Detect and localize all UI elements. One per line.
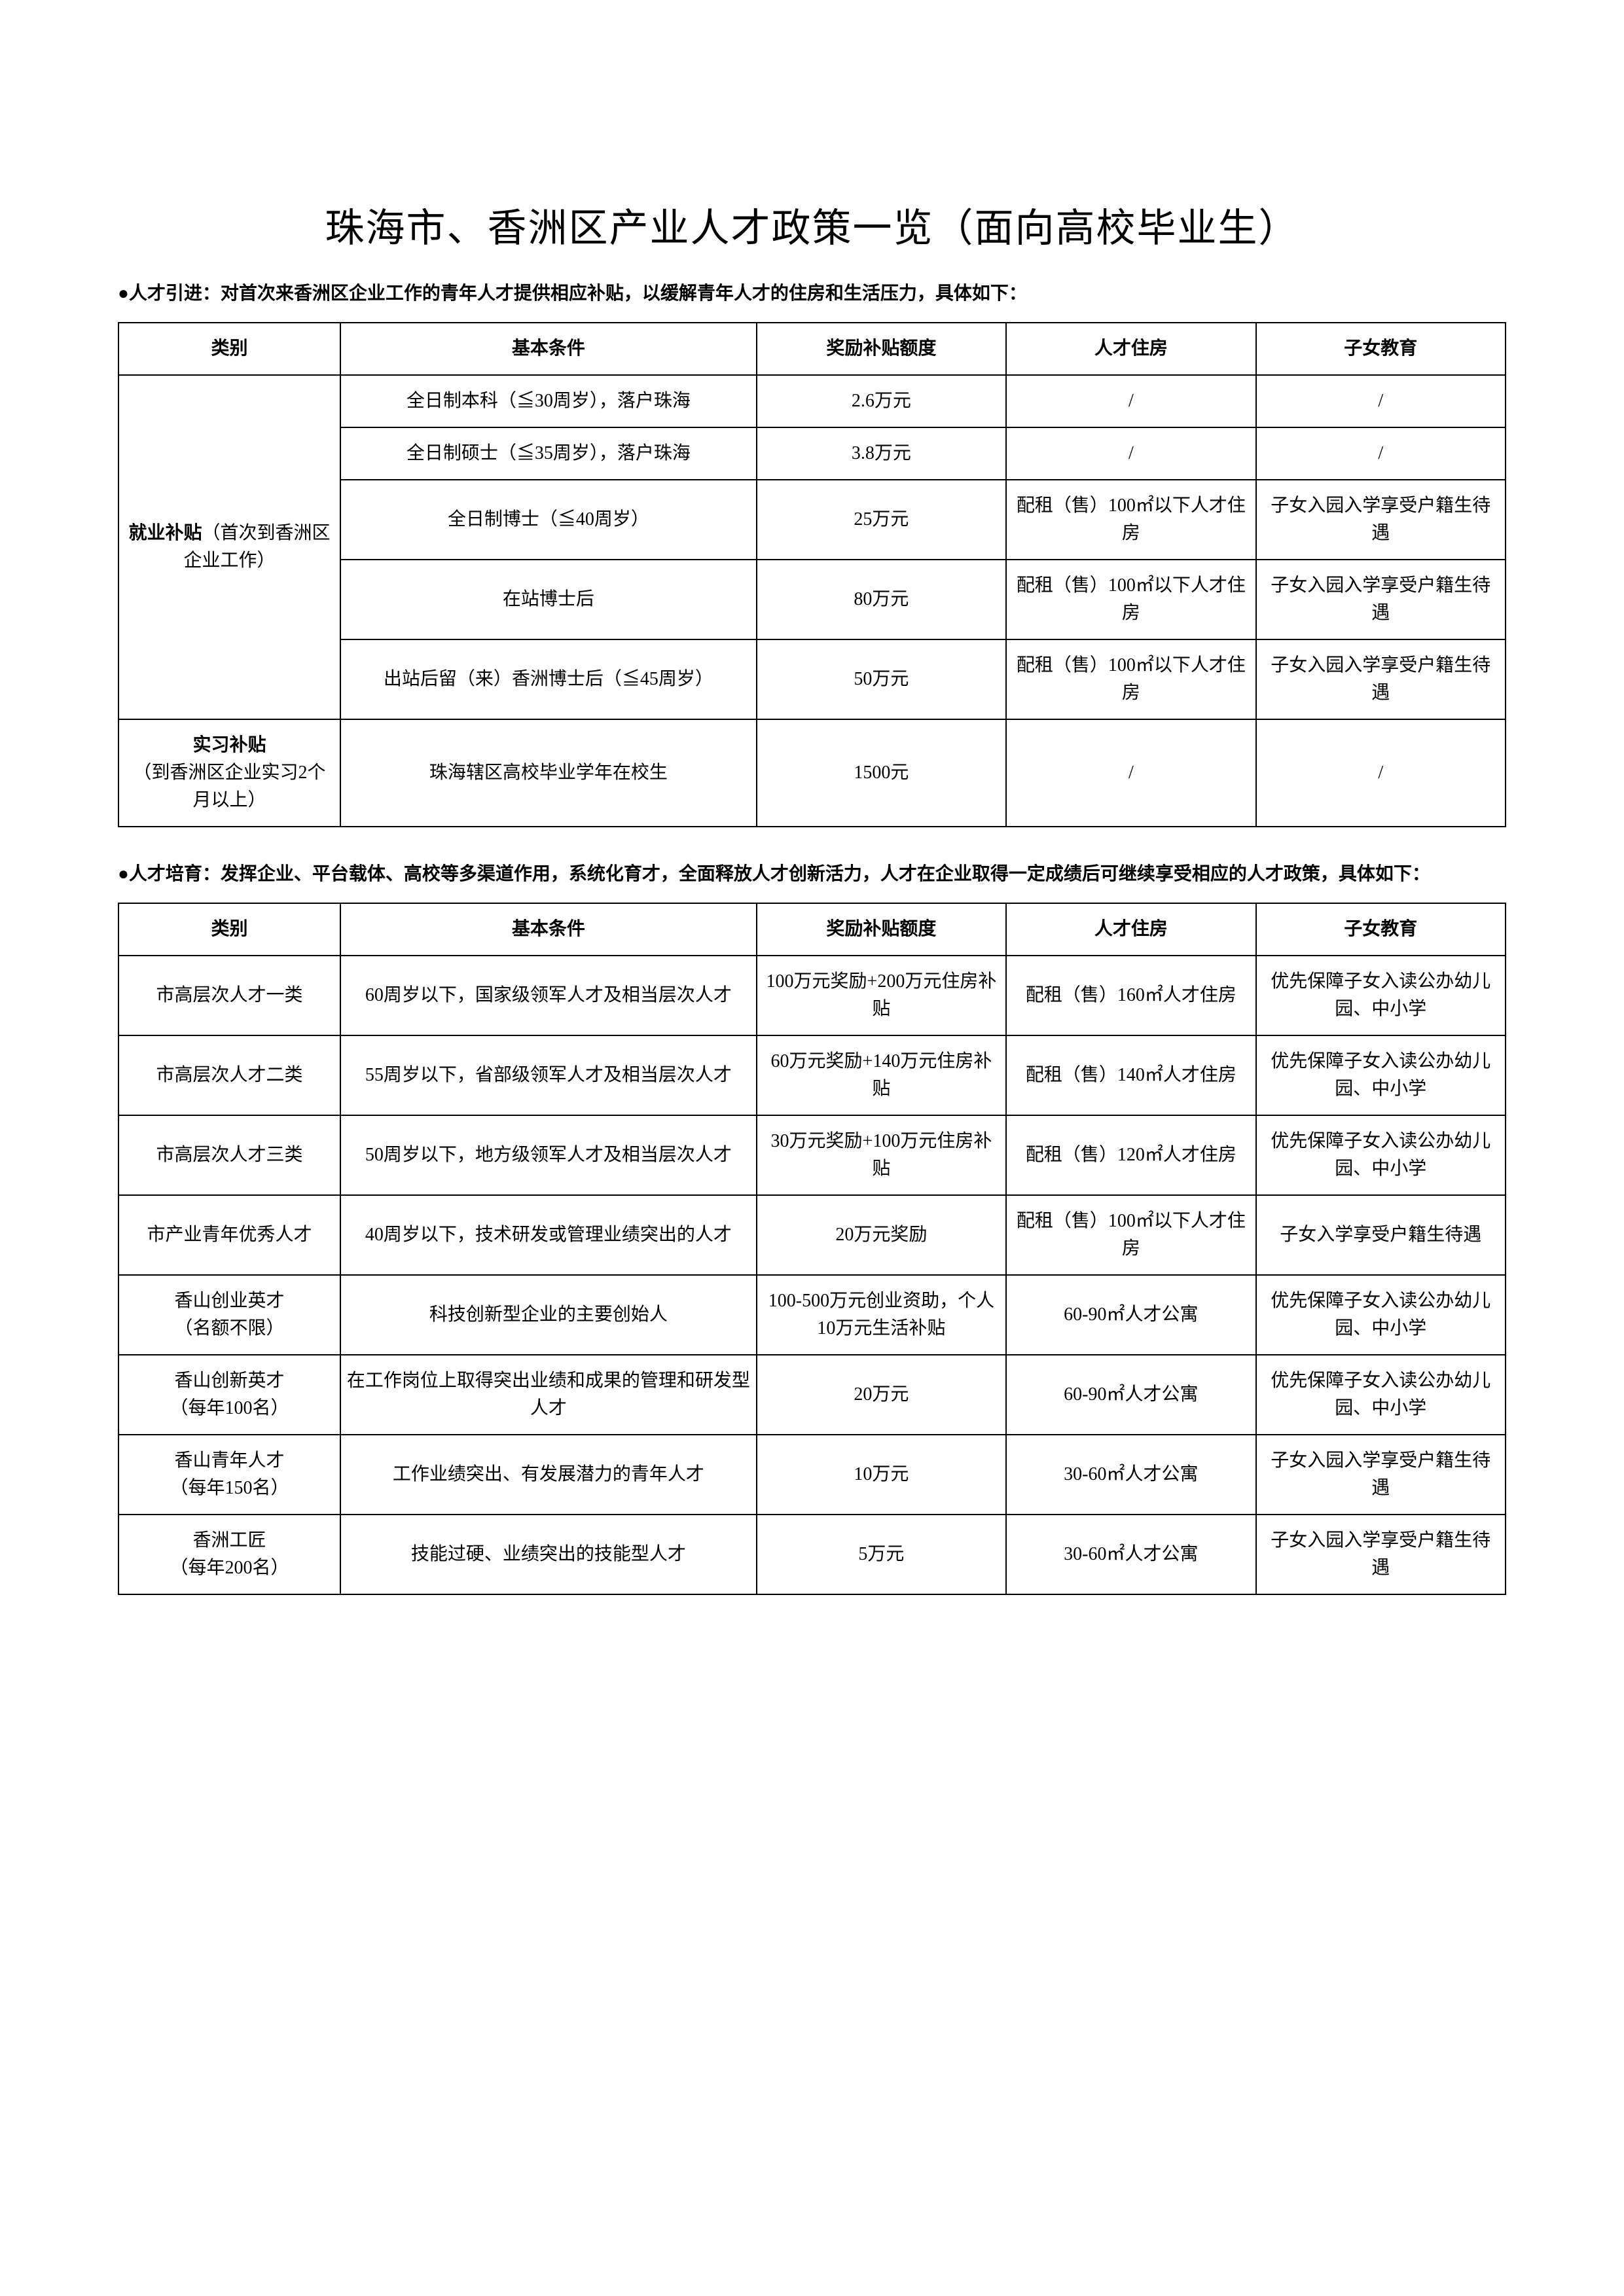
table-row: 就业补贴（首次到香洲区企业工作） 全日制本科（≦30周岁），落户珠海 2.6万元… (118, 375, 1506, 427)
cell-condition: 珠海辖区高校毕业学年在校生 (340, 719, 757, 827)
cell-housing: 60-90㎡人才公寓 (1006, 1355, 1255, 1435)
cell-education: 优先保障子女入读公办幼儿园、中小学 (1256, 1275, 1506, 1355)
th-education: 子女教育 (1256, 903, 1506, 956)
cell-category: 香山创新英才（每年100名） (118, 1355, 340, 1435)
table-row: 市产业青年优秀人才40周岁以下，技术研发或管理业绩突出的人才20万元奖励配租（售… (118, 1195, 1506, 1275)
table-row: 市高层次人才三类50周岁以下，地方级领军人才及相当层次人才30万元奖励+100万… (118, 1115, 1506, 1195)
category-line1: 实习补贴 (193, 735, 266, 755)
cell-award: 50万元 (757, 639, 1006, 719)
table-row: 香洲工匠（每年200名）技能过硬、业绩突出的技能型人才5万元30-60㎡人才公寓… (118, 1515, 1506, 1594)
cell-condition: 工作业绩突出、有发展潜力的青年人才 (340, 1435, 757, 1515)
cell-housing: 配租（售）100㎡以下人才住房 (1006, 639, 1255, 719)
table-header-row: 类别 基本条件 奖励补贴额度 人才住房 子女教育 (118, 903, 1506, 956)
cell-housing: / (1006, 427, 1255, 480)
cell-condition: 全日制本科（≦30周岁），落户珠海 (340, 375, 757, 427)
cell-condition: 在工作岗位上取得突出业绩和成果的管理和研发型人才 (340, 1355, 757, 1435)
cell-education: 子女入园入学享受户籍生待遇 (1256, 480, 1506, 560)
cell-education: 子女入园入学享受户籍生待遇 (1256, 1435, 1506, 1515)
cell-housing: 配租（售）100㎡以下人才住房 (1006, 560, 1255, 639)
category-line2: （到香洲区企业实习2个月以上） (134, 762, 326, 810)
table-introduction: 类别 基本条件 奖励补贴额度 人才住房 子女教育 就业补贴（首次到香洲区企业工作… (118, 322, 1506, 827)
cell-education: 优先保障子女入读公办幼儿园、中小学 (1256, 1115, 1506, 1195)
cell-condition: 60周岁以下，国家级领军人才及相当层次人才 (340, 956, 757, 1035)
cell-award: 10万元 (757, 1435, 1006, 1515)
cell-condition: 技能过硬、业绩突出的技能型人才 (340, 1515, 757, 1594)
table-row: 市高层次人才一类60周岁以下，国家级领军人才及相当层次人才100万元奖励+200… (118, 956, 1506, 1035)
th-category: 类别 (118, 903, 340, 956)
cell-award: 2.6万元 (757, 375, 1006, 427)
th-award: 奖励补贴额度 (757, 323, 1006, 375)
table-header-row: 类别 基本条件 奖励补贴额度 人才住房 子女教育 (118, 323, 1506, 375)
table-row: 香山青年人才（每年150名）工作业绩突出、有发展潜力的青年人才10万元30-60… (118, 1435, 1506, 1515)
cell-condition: 在站博士后 (340, 560, 757, 639)
table-row: 实习补贴 （到香洲区企业实习2个月以上） 珠海辖区高校毕业学年在校生 1500元… (118, 719, 1506, 827)
th-housing: 人才住房 (1006, 903, 1255, 956)
th-condition: 基本条件 (340, 323, 757, 375)
th-award: 奖励补贴额度 (757, 903, 1006, 956)
cell-category: 市高层次人才二类 (118, 1035, 340, 1115)
cell-housing: 配租（售）100㎡以下人才住房 (1006, 480, 1255, 560)
cell-education: 优先保障子女入读公办幼儿园、中小学 (1256, 1035, 1506, 1115)
section2-intro: ●人才培育：发挥企业、平台载体、高校等多渠道作用，系统化育才，全面释放人才创新活… (118, 860, 1506, 889)
cell-award: 20万元奖励 (757, 1195, 1006, 1275)
cell-category: 市产业青年优秀人才 (118, 1195, 340, 1275)
cell-award: 1500元 (757, 719, 1006, 827)
section1-intro: ●人才引进：对首次来香洲区企业工作的青年人才提供相应补贴，以缓解青年人才的住房和… (118, 279, 1506, 309)
cell-condition: 50周岁以下，地方级领军人才及相当层次人才 (340, 1115, 757, 1195)
cell-award: 25万元 (757, 480, 1006, 560)
cell-award: 100-500万元创业资助，个人10万元生活补贴 (757, 1275, 1006, 1355)
cell-category-employment: 就业补贴（首次到香洲区企业工作） (118, 375, 340, 719)
cell-housing: / (1006, 375, 1255, 427)
cell-category: 市高层次人才三类 (118, 1115, 340, 1195)
cell-housing: 30-60㎡人才公寓 (1006, 1435, 1255, 1515)
cell-award: 3.8万元 (757, 427, 1006, 480)
cell-condition: 55周岁以下，省部级领军人才及相当层次人才 (340, 1035, 757, 1115)
th-category: 类别 (118, 323, 340, 375)
cell-education: 优先保障子女入读公办幼儿园、中小学 (1256, 1355, 1506, 1435)
cell-housing: 60-90㎡人才公寓 (1006, 1275, 1255, 1355)
cell-condition: 科技创新型企业的主要创始人 (340, 1275, 757, 1355)
cell-condition: 出站后留（来）香洲博士后（≦45周岁） (340, 639, 757, 719)
cell-condition: 全日制博士（≦40周岁） (340, 480, 757, 560)
cell-category: 香洲工匠（每年200名） (118, 1515, 340, 1594)
cell-category: 香山青年人才（每年150名） (118, 1435, 340, 1515)
th-condition: 基本条件 (340, 903, 757, 956)
cell-education: 子女入学享受户籍生待遇 (1256, 1195, 1506, 1275)
cell-housing: 30-60㎡人才公寓 (1006, 1515, 1255, 1594)
cell-category-internship: 实习补贴 （到香洲区企业实习2个月以上） (118, 719, 340, 827)
cell-education: / (1256, 375, 1506, 427)
cell-category: 香山创业英才（名额不限） (118, 1275, 340, 1355)
cell-award: 20万元 (757, 1355, 1006, 1435)
cell-education: / (1256, 427, 1506, 480)
cell-education: 子女入园入学享受户籍生待遇 (1256, 560, 1506, 639)
page-title: 珠海市、香洲区产业人才政策一览（面向高校毕业生） (118, 196, 1506, 253)
table-row: 市高层次人才二类55周岁以下，省部级领军人才及相当层次人才60万元奖励+140万… (118, 1035, 1506, 1115)
cell-category: 市高层次人才一类 (118, 956, 340, 1035)
cell-education: 优先保障子女入读公办幼儿园、中小学 (1256, 956, 1506, 1035)
cell-education: / (1256, 719, 1506, 827)
cell-condition: 全日制硕士（≦35周岁），落户珠海 (340, 427, 757, 480)
cell-housing: 配租（售）160㎡人才住房 (1006, 956, 1255, 1035)
cell-education: 子女入园入学享受户籍生待遇 (1256, 1515, 1506, 1594)
table-row: 香山创新英才（每年100名）在工作岗位上取得突出业绩和成果的管理和研发型人才20… (118, 1355, 1506, 1435)
table-row: 香山创业英才（名额不限）科技创新型企业的主要创始人100-500万元创业资助，个… (118, 1275, 1506, 1355)
cell-award: 60万元奖励+140万元住房补贴 (757, 1035, 1006, 1115)
cell-award: 80万元 (757, 560, 1006, 639)
cell-housing: 配租（售）120㎡人才住房 (1006, 1115, 1255, 1195)
th-education: 子女教育 (1256, 323, 1506, 375)
cell-condition: 40周岁以下，技术研发或管理业绩突出的人才 (340, 1195, 757, 1275)
cell-housing: 配租（售）140㎡人才住房 (1006, 1035, 1255, 1115)
cell-award: 100万元奖励+200万元住房补贴 (757, 956, 1006, 1035)
cell-education: 子女入园入学享受户籍生待遇 (1256, 639, 1506, 719)
table-cultivation: 类别 基本条件 奖励补贴额度 人才住房 子女教育 市高层次人才一类60周岁以下，… (118, 903, 1506, 1595)
category-note: （首次到香洲区企业工作） (184, 523, 331, 571)
cell-housing: 配租（售）100㎡以下人才住房 (1006, 1195, 1255, 1275)
cell-housing: / (1006, 719, 1255, 827)
cell-award: 30万元奖励+100万元住房补贴 (757, 1115, 1006, 1195)
th-housing: 人才住房 (1006, 323, 1255, 375)
cell-award: 5万元 (757, 1515, 1006, 1594)
category-name: 就业补贴 (129, 523, 202, 543)
